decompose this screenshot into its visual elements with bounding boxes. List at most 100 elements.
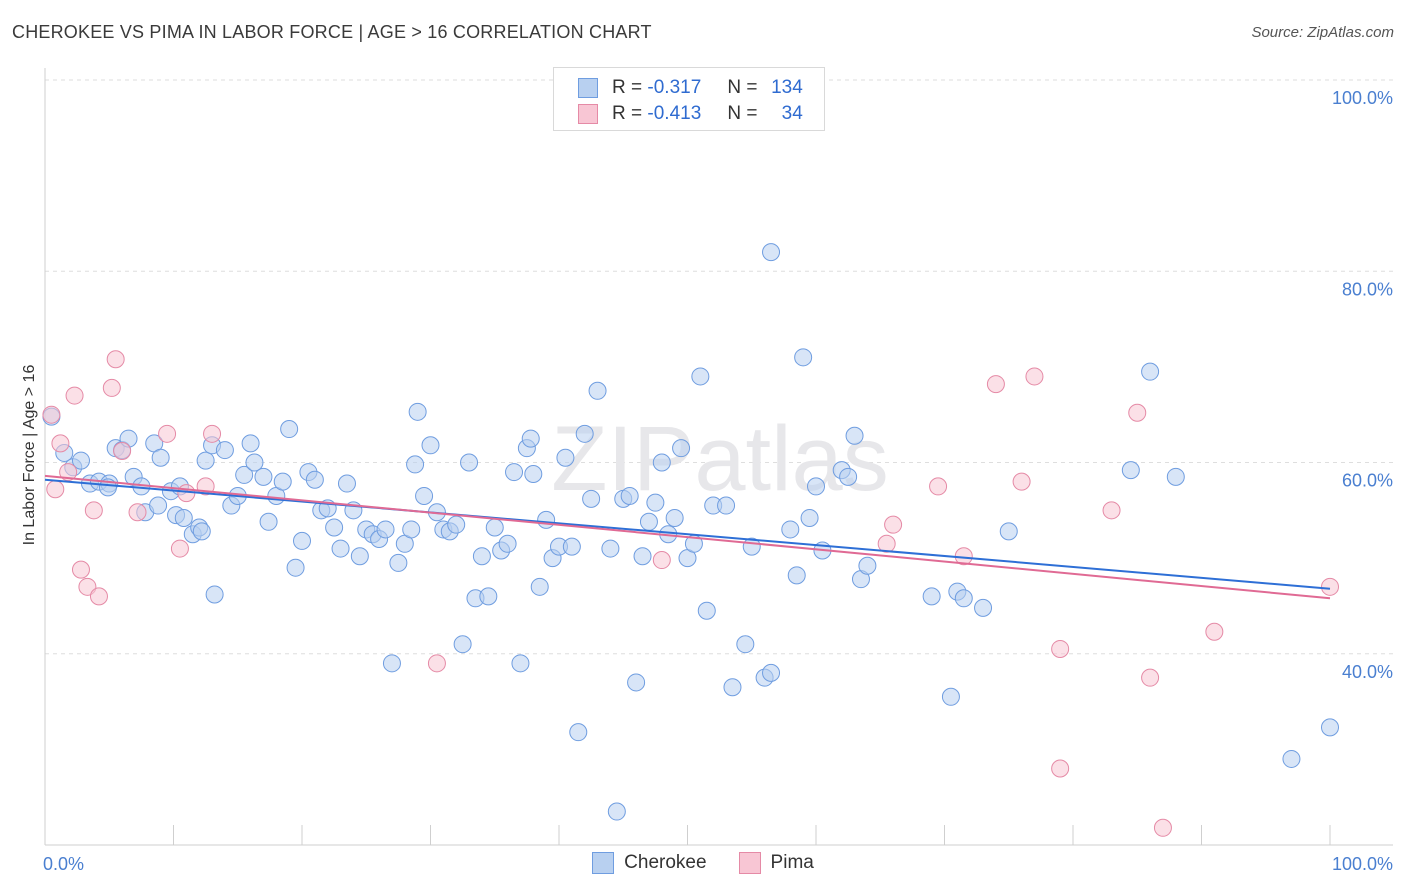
cherokee-point: [672, 439, 691, 458]
cherokee-point: [415, 486, 434, 505]
pima-r-value: -0.413: [647, 103, 702, 124]
cherokee-point: [639, 512, 658, 531]
pima-point: [929, 477, 948, 496]
cherokee-point: [845, 426, 864, 445]
cherokee-point: [646, 493, 665, 512]
pima-point: [128, 503, 147, 522]
cherokee-point: [530, 577, 549, 596]
trend-lines: [44, 474, 1331, 600]
legend-row-cherokee: R = -0.317 N = 134: [578, 76, 803, 100]
cherokee-point: [479, 587, 498, 606]
pima-point: [1102, 501, 1121, 520]
cherokee-point: [254, 467, 273, 486]
pima-point: [113, 442, 132, 461]
cherokee-point: [485, 518, 504, 537]
r-label: R =: [612, 77, 643, 98]
cherokee-point: [800, 508, 819, 527]
pima-point: [170, 539, 189, 558]
cherokee-point: [453, 635, 472, 654]
cherokee-point: [511, 654, 530, 673]
pima-point: [1012, 472, 1031, 491]
cherokee-point: [588, 381, 607, 400]
cherokee-point: [245, 453, 264, 472]
cherokee-point: [447, 515, 466, 534]
legend-row-pima: R = -0.413 N = 34: [578, 102, 803, 126]
y-tick-label: 100.0%: [1332, 88, 1393, 108]
cherokee-point: [787, 566, 806, 585]
cherokee-point: [192, 522, 211, 541]
pima-point: [652, 551, 671, 570]
cherokee-point: [717, 496, 736, 515]
pima-point: [84, 501, 103, 520]
cherokee-point: [521, 429, 540, 448]
pima-point: [46, 480, 65, 499]
pima-point: [1128, 403, 1147, 422]
chart-title: CHEROKEE VS PIMA IN LABOR FORCE | AGE > …: [12, 22, 652, 42]
cherokee-r-value: -0.317: [647, 77, 702, 98]
cherokee-point: [382, 654, 401, 673]
pima-point: [65, 386, 84, 405]
cherokee-point: [402, 520, 421, 539]
cherokee-point: [762, 243, 781, 262]
cherokee-point: [421, 436, 440, 455]
cherokee-point: [215, 441, 234, 460]
pima-point: [877, 534, 896, 553]
pima-point: [89, 587, 108, 606]
cherokee-point: [376, 520, 395, 539]
pima-point: [1205, 622, 1224, 641]
cherokee-point: [601, 539, 620, 558]
cherokee-point: [273, 472, 292, 491]
cherokee-trend-line: [44, 478, 1331, 590]
cherokee-point: [524, 464, 543, 483]
pima-point: [71, 560, 90, 579]
cherokee-point: [633, 547, 652, 566]
pima-point: [203, 424, 222, 443]
x-tick-label: 100.0%: [1332, 854, 1393, 874]
pima-legend-label: Pima: [770, 852, 814, 873]
pima-point: [884, 515, 903, 534]
pima-point: [986, 375, 1005, 394]
pima-point: [51, 434, 70, 453]
pima-point: [1321, 577, 1339, 596]
cherokee-legend-swatch: [592, 852, 615, 874]
watermark: ZIPatlas: [551, 408, 888, 510]
cherokee-point: [858, 556, 877, 575]
cherokee-point: [922, 587, 941, 606]
cherokee-point: [537, 510, 556, 529]
cherokee-point: [839, 467, 858, 486]
pima-point: [59, 463, 78, 482]
cherokee-point: [954, 589, 973, 608]
cherokee-point: [627, 673, 646, 692]
cherokee-point: [325, 518, 344, 537]
cherokee-point: [556, 448, 575, 467]
cherokee-swatch: [578, 78, 598, 98]
pima-point: [1051, 759, 1070, 778]
cherokee-n-value: 134: [771, 77, 803, 98]
pima-point: [158, 424, 177, 443]
cherokee-point: [607, 802, 626, 821]
legend-item-pima: Pima: [738, 852, 814, 874]
cherokee-point: [71, 451, 90, 470]
cherokee-point: [723, 678, 742, 697]
cherokee-point: [241, 434, 260, 453]
cherokee-point: [331, 539, 350, 558]
pima-point: [1025, 367, 1044, 386]
data-points: [42, 243, 1339, 837]
cherokee-point: [149, 496, 168, 515]
cherokee-point: [974, 598, 993, 617]
n-label: N =: [727, 103, 758, 124]
cherokee-point: [697, 601, 716, 620]
cherokee-point: [807, 477, 825, 496]
axes: [44, 68, 1393, 846]
pima-n-value: 34: [781, 103, 803, 124]
cherokee-point: [505, 463, 524, 482]
source-credit: Source: ZipAtlas.com: [1251, 24, 1394, 41]
y-tick-label: 80.0%: [1342, 279, 1393, 299]
cherokee-point: [1166, 467, 1185, 486]
pima-point: [1051, 639, 1070, 658]
cherokee-point: [280, 420, 299, 439]
cherokee-point: [562, 537, 581, 556]
cherokee-point: [286, 558, 305, 577]
cherokee-point: [174, 508, 193, 527]
pima-point: [42, 405, 61, 424]
